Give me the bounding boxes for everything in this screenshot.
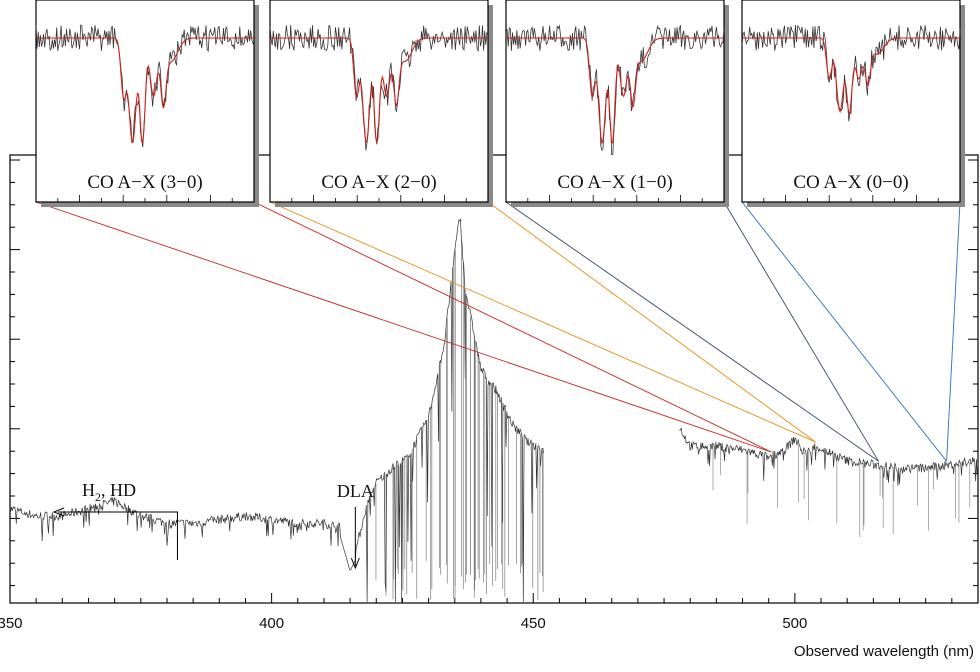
x-tick-label: 350 xyxy=(0,615,23,632)
spectrum xyxy=(9,217,979,603)
inset-panel: CO A−X (3−0) xyxy=(35,0,259,207)
inset-data-trace xyxy=(741,24,961,122)
connector-line xyxy=(741,201,947,462)
x-axis-label: Observed wavelength (nm) xyxy=(794,643,974,660)
inset-label: CO A−X (0−0) xyxy=(793,172,908,193)
connector-line xyxy=(269,201,816,443)
spectrum-trace xyxy=(9,217,545,603)
h2-hd-arrow xyxy=(58,511,178,560)
inset-panel: CO A−X (0−0) xyxy=(741,0,965,207)
connector-line xyxy=(723,201,879,462)
connector-line xyxy=(487,201,817,443)
frame-ticks xyxy=(9,155,979,603)
dla-label: DLA xyxy=(337,481,374,501)
inset-panel: CO A−X (2−0) xyxy=(269,0,493,207)
x-tick-labels: 350 400 450 500 xyxy=(0,615,807,632)
h2-hd-label: H2, HD xyxy=(82,480,136,504)
x-tick-label: 500 xyxy=(782,615,807,632)
h2-hd-arrow-head xyxy=(52,507,65,517)
inset-model-trace xyxy=(506,37,724,145)
connector-line xyxy=(946,201,961,462)
spectrum-trace xyxy=(679,427,979,486)
inset-label: CO A−X (1−0) xyxy=(557,172,672,193)
connector-line xyxy=(505,201,879,462)
insets: CO A−X (3−0) CO A−X (2−0) CO A−X (1−0) CO A… xyxy=(35,0,965,207)
connector-line xyxy=(35,201,772,453)
connector-line xyxy=(253,201,772,453)
inset-label: CO A−X (2−0) xyxy=(321,172,436,193)
inset-model-trace xyxy=(270,37,488,144)
annotations: DLA H2, HD xyxy=(52,480,374,570)
inset-panel: CO A−X (1−0) xyxy=(505,0,729,207)
plot-frame xyxy=(9,154,979,604)
inset-label: CO A−X (3−0) xyxy=(87,172,202,193)
dla-arrow-head xyxy=(350,557,360,570)
x-tick-label: 450 xyxy=(521,615,546,632)
inset-model-trace xyxy=(36,37,254,145)
inset-connectors xyxy=(35,201,961,462)
x-tick-label: 400 xyxy=(259,615,284,632)
inset-model-trace xyxy=(742,37,960,115)
inset-data-trace xyxy=(505,24,725,156)
